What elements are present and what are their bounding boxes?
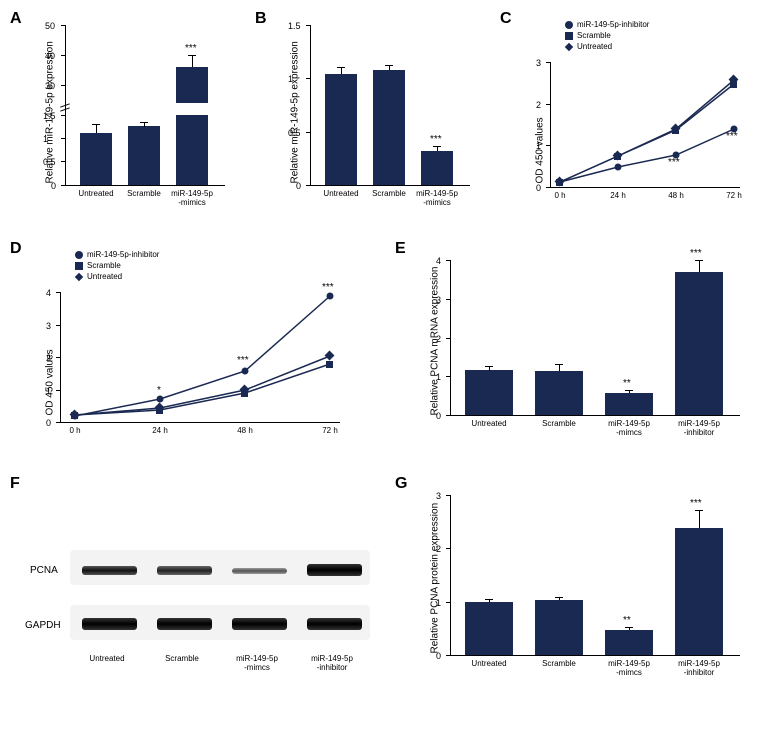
panel-f-label: F (10, 475, 20, 493)
panel-c-label: C (500, 10, 512, 28)
panel-g: G 3 2 1 0 ** *** Untreated Scramble miR-… (395, 475, 755, 715)
panel-a-chart: 50 40 30 1.5 1 0.5 0 *** Untreated Scram… (65, 25, 225, 185)
bar-mimics-upper (176, 67, 208, 103)
panel-d-chart: 4 3 2 1 0 * *** *** 0 h 24 h (60, 292, 340, 422)
panel-d-lines (60, 292, 340, 422)
panel-d: D miR-149-5p-inhibitor Scramble Untreate… (10, 240, 370, 460)
panel-b-chart: 1.5 1 0.5 0 *** Untreated Scramble miR-1… (310, 25, 470, 185)
panel-d-label: D (10, 240, 22, 258)
panel-a-label: A (10, 10, 22, 28)
blot-pcna-row (70, 550, 370, 585)
bar-g-1 (535, 600, 583, 655)
panel-d-legend: miR-149-5p-inhibitor Scramble Untreated (75, 250, 159, 283)
panel-c-lines (550, 62, 740, 187)
bar-e-0 (465, 370, 513, 415)
bar-b-mimics (421, 151, 453, 185)
bar-g-0 (465, 602, 513, 655)
bar-e-1 (535, 371, 583, 415)
bar-g-3 (675, 528, 723, 655)
panel-f: F PCNA GAPDH Untreated Scramble miR-149-… (10, 475, 380, 715)
panel-e: E 4 3 2 1 0 ** *** Untreated Scramble mi… (395, 240, 755, 460)
panel-e-label: E (395, 240, 406, 258)
blot-gapdh-row (70, 605, 370, 640)
panel-e-chart: 4 3 2 1 0 ** *** Untreated Scramble miR-… (450, 260, 740, 415)
panel-g-label: G (395, 475, 407, 493)
panel-b: B 1.5 1 0.5 0 *** Untreated Scramble miR… (255, 10, 485, 230)
bar-g-2 (605, 630, 653, 655)
bar-b-untreated (325, 74, 357, 185)
panel-g-chart: 3 2 1 0 ** *** Untreated Scramble miR-14… (450, 495, 740, 655)
bar-untreated (80, 133, 112, 185)
bar-e-3 (675, 272, 723, 415)
panel-c: C miR-149-5p-inhibitor Scramble Untreate… (500, 10, 758, 230)
panel-b-label: B (255, 10, 267, 28)
bar-mimics-lower (176, 115, 208, 185)
panel-c-chart: 3 2 1 0 *** *** 0 h 24 h 48 h 72 h (550, 62, 740, 187)
panel-c-legend: miR-149-5p-inhibitor Scramble Untreated (565, 20, 649, 53)
bar-b-scramble (373, 70, 405, 185)
panel-a: A 50 40 30 1.5 1 0.5 0 *** Untreated (10, 10, 240, 230)
bar-e-2 (605, 393, 653, 415)
bar-scramble (128, 126, 160, 185)
